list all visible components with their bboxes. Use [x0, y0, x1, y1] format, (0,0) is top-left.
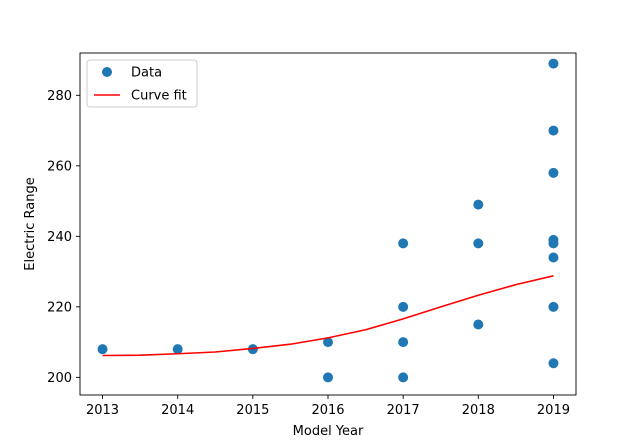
data-point: [172, 344, 183, 355]
y-axis-label: Electric Range: [23, 177, 38, 271]
x-tick-label: 2013: [86, 403, 119, 418]
data-point: [548, 58, 559, 69]
legend-label: Curve fit: [131, 89, 187, 104]
data-point: [548, 252, 559, 263]
data-point: [548, 125, 559, 136]
data-point: [548, 301, 559, 312]
y-tick-label: 220: [47, 300, 72, 315]
y-tick-label: 260: [47, 159, 72, 174]
data-point: [548, 238, 559, 249]
data-point: [398, 238, 409, 249]
data-point: [398, 301, 409, 312]
axes-layer: 2013 2014 2015 2016 2017 2018 2019 200 220 240 260…: [47, 52, 577, 418]
legend-dot-marker: [102, 67, 112, 77]
x-tick-label: 2018: [462, 403, 495, 418]
data-point: [97, 344, 108, 355]
data-point: [398, 372, 409, 383]
x-tick-label: 2014: [161, 403, 194, 418]
y-tick-label: 200: [47, 371, 72, 386]
data-point: [323, 337, 333, 348]
data-point: [398, 337, 409, 348]
data-point: [473, 238, 484, 249]
data-point: [473, 319, 484, 330]
x-tick-label: 2015: [236, 403, 269, 418]
data-point: [548, 358, 559, 369]
data-point: [548, 167, 559, 178]
series-line-curve-fit: [102, 275, 554, 357]
x-tick-label: 2019: [537, 403, 570, 418]
legend: Data Curve fit: [86, 59, 198, 108]
x-axis-label: Model Year: [293, 424, 364, 439]
data-point: [473, 199, 484, 210]
x-tick-label: 2016: [311, 403, 344, 418]
legend-label: Data: [131, 66, 162, 81]
data-point: [323, 372, 333, 383]
y-tick-label: 280: [47, 89, 72, 104]
data-layer: [97, 58, 559, 383]
x-tick-label: 2017: [387, 403, 420, 418]
y-tick-label: 240: [47, 230, 72, 245]
